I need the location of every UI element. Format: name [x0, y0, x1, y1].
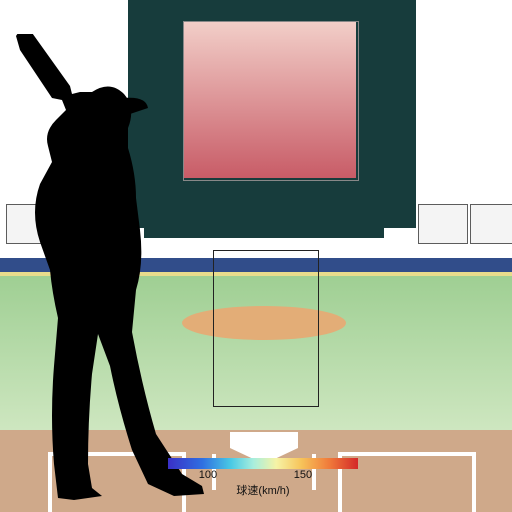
stand-segment: [418, 204, 468, 244]
legend-tick: 150: [294, 469, 312, 481]
legend-label: 球速(km/h): [168, 482, 358, 498]
legend-ticks: 100 150: [168, 469, 358, 483]
legend-colorbar: [168, 458, 358, 469]
pitch-location-figure: 100 150 球速(km/h): [0, 0, 512, 512]
speed-legend: 100 150 球速(km/h): [168, 458, 358, 502]
stand-segment: [470, 204, 512, 244]
legend-tick: 100: [199, 469, 217, 481]
strike-zone: [213, 250, 319, 407]
batter-silhouette-icon: [0, 34, 212, 508]
